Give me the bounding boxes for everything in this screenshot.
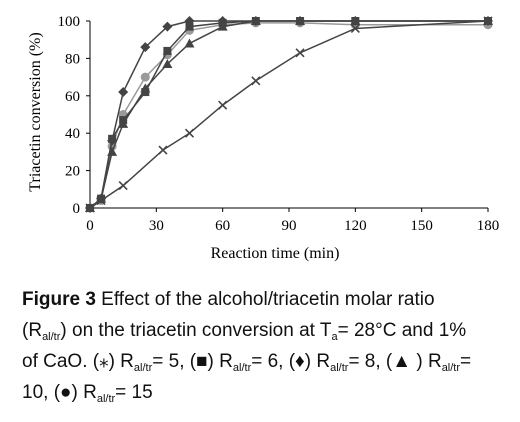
caption-subscript: a [331,331,338,343]
caption-subscript: al/tr [330,362,349,374]
y-tick-label: 60 [65,89,80,105]
cross-marker [96,195,106,206]
x-tick-label: 60 [215,218,230,234]
caption-text: = 15 [115,382,153,403]
y-axis-title: Triacetin conversion (%) [27,32,44,191]
figure-label: Figure 3 [22,289,96,310]
caption-line-1: Figure 3 Effect of the alcohol/triacetin… [22,284,502,315]
triangle-marker [184,38,195,48]
triangle-marker [162,59,173,69]
cross-marker [350,23,360,34]
x-tick-label: 90 [282,218,297,234]
figure-caption: Figure 3 Effect of the alcohol/triacetin… [22,284,502,408]
cross-marker [218,100,228,110]
series-line [89,20,488,209]
square-marker [97,194,106,203]
diamond-marker [118,87,129,98]
cross-marker [483,16,493,26]
caption-text: = 28°C and 1% [337,320,467,341]
series-line [89,20,488,209]
caption-line-2: (Ral/tr) on the triacetin conversion at … [22,315,502,346]
caption-text: = 5, (■) R [152,351,233,372]
square-marker [296,17,305,25]
caption-line-4: 10, (●) Ral/tr= 15 [22,377,502,408]
caption-subscript: al/tr [133,362,153,374]
series-layer [85,16,493,213]
cross-marker [251,76,261,86]
caption-text: Effect of the alcohol/triacetin molar ra… [95,289,435,310]
series-line [89,22,488,209]
circle-marker [140,72,150,82]
caption-subscript: al/tr [42,331,61,343]
square-marker [351,17,360,25]
y-tick-label: 100 [58,14,81,30]
y-tick-label: 80 [65,51,80,67]
series-cross [85,16,493,213]
caption-text: (R [22,320,43,341]
x-tick-label: 150 [410,218,433,234]
y-tick-label: 20 [65,164,80,180]
cross-marker [85,203,95,213]
chart: 0 30 60 90 120 150 180 0 20 40 60 80 100 Reaction ti… [27,14,500,262]
square-marker [141,88,150,97]
square-marker [119,116,128,125]
caption-text: 10, (●) R [22,382,97,403]
diamond-marker [162,21,173,32]
caption-subscript: al/tr [96,393,116,405]
caption-subscript: al/tr [441,362,461,374]
series-line [89,20,489,209]
square-marker [108,134,117,143]
series-line [89,20,488,209]
x-tick-label: 120 [344,218,367,234]
caption-line-3: of CaO. (⁎) Ral/tr= 5, (■) Ral/tr= 6, (♦… [22,346,502,377]
square-marker [185,22,194,31]
x-tick-label: 0 [86,218,94,234]
square-marker [163,46,172,55]
caption-subscript: al/tr [232,362,252,374]
series-diamond [85,16,493,213]
x-tick-label: 180 [477,218,500,234]
x-axis-title: Reaction time (min) [211,245,340,262]
caption-text: = 8, (▲ ) R [348,351,442,372]
y-tick-label: 40 [65,126,80,142]
caption-text: = 6, (♦) R [251,351,331,372]
y-tick-label: 0 [73,201,81,217]
cross-marker [295,48,305,58]
cross-marker [158,145,168,155]
square-marker [251,17,260,25]
caption-text: of CaO. (⁎) R [22,351,134,372]
cross-marker [184,128,195,138]
diamond-marker [140,42,151,53]
cross-marker [118,180,128,191]
x-tick-label: 30 [149,218,164,234]
caption-text: ) on the triacetin conversion at T [60,320,332,341]
caption-text: = [460,351,472,372]
square-marker [218,18,227,27]
axes: 0 30 60 90 120 150 180 0 20 40 60 80 100 [58,14,500,234]
